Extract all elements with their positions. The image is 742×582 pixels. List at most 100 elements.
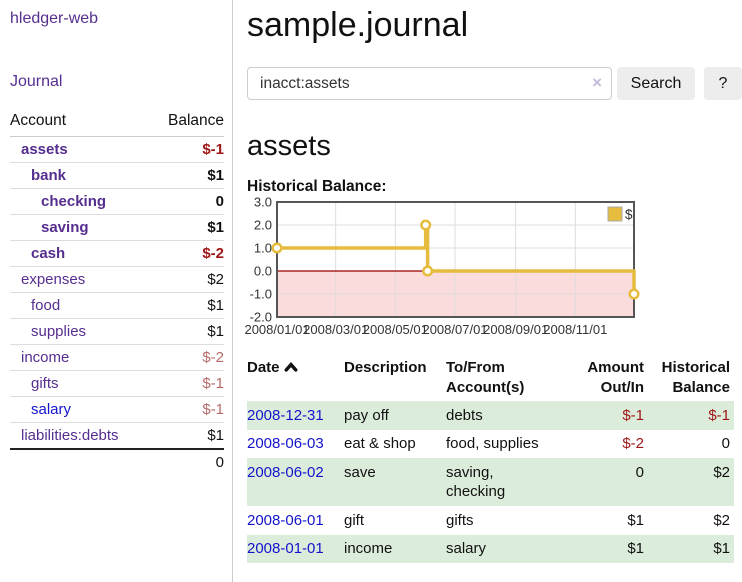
transaction-amount: 0 [635,463,644,481]
account-link[interactable]: income [21,349,70,366]
register-row: 2008-12-31 pay off debts $-1 $-1 [247,401,734,430]
svg-text:2008/09/01: 2008/09/01 [483,322,548,337]
account-row: gifts $-1 [10,370,224,397]
account-row: cash $-2 [10,240,224,267]
transaction-accounts: saving, checking [446,463,506,501]
account-balance: $-1 [202,141,224,158]
transaction-description: eat & shop [344,435,416,452]
sort-ascending-icon [284,362,298,372]
svg-text:2008/07/01: 2008/07/01 [422,322,487,337]
register-row: 2008-06-02 save saving, checking 0 $2 [247,458,734,506]
accounts-total-value: 0 [151,448,224,475]
account-row: food $1 [10,292,224,319]
search-form: × Search ? [247,67,742,100]
account-row: liabilities:debts $1 [10,422,224,449]
transaction-amount: $-2 [622,435,644,452]
account-link[interactable]: saving [41,219,89,236]
transaction-accounts: food, supplies [446,435,539,452]
svg-text:-1.0: -1.0 [250,287,272,302]
account-balance: $1 [151,422,224,449]
account-link[interactable]: assets [21,141,68,158]
account-row: assets $-1 [10,137,224,163]
sidebar: hledger-web Journal Account Balance asse… [0,0,233,582]
chart-label: Historical Balance: [247,178,387,195]
register-row: 2008-06-03 eat & shop food, supplies $-2 0 [247,430,734,459]
register-column-balance: Historical Balance [661,359,730,396]
transaction-balance: 0 [721,435,730,452]
transaction-date-link[interactable]: 2008-12-31 [247,406,324,424]
svg-text:2.0: 2.0 [254,218,272,233]
svg-text:1.0: 1.0 [254,241,272,256]
account-row: checking 0 [10,188,224,215]
transaction-description: income [344,540,393,557]
accounts-table: Account Balance assets $-1 bank $1 checking 0… [10,109,224,475]
svg-text:$: $ [625,207,633,222]
account-row: bank $1 [10,162,224,189]
accounts-column-balance: Balance [151,109,224,137]
svg-text:2008/01/01: 2008/01/01 [244,322,309,337]
search-input[interactable] [247,67,612,100]
register-row: 2008-01-01 income salary $1 $1 [247,534,734,563]
account-row: saving $1 [10,214,224,241]
account-link[interactable]: supplies [31,323,87,340]
account-row: income $-2 [10,344,224,371]
clear-search-icon[interactable]: × [592,73,602,92]
account-balance: $1 [151,292,224,319]
account-heading: assets [247,130,331,162]
main-content: sample.journal × Search ? assets Histori… [244,0,742,563]
register-column-amount: Amount Out/In [587,359,644,396]
transaction-balance: $2 [713,463,730,481]
account-balance: $-2 [151,344,224,371]
account-balance: $-1 [151,396,224,423]
register-column-accounts: To/From Account(s) [446,359,525,396]
page-title: sample.journal [247,6,469,44]
account-balance: $1 [151,162,224,189]
register-table: Date Description To/From Account(s) Amou… [247,356,734,563]
transaction-date-link[interactable]: 2008-06-03 [247,435,324,452]
transaction-amount: $1 [627,540,644,557]
account-link[interactable]: food [31,297,61,314]
svg-text:3.0: 3.0 [254,195,272,210]
chart-canvas: 3.0 2.0 1.0 0.0 -1.0 -2.02008/01/012008/03/01… [244,195,640,337]
transaction-amount: $-1 [622,406,644,424]
app-brand-link[interactable]: hledger-web [10,10,99,27]
transaction-balance: $1 [713,540,730,557]
transaction-description: save [344,463,376,481]
account-balance: $-1 [151,370,224,397]
transaction-description: gift [344,511,365,529]
account-balance: $1 [151,214,224,241]
transaction-date-link[interactable]: 2008-06-01 [247,511,324,529]
account-balance: $-2 [151,240,224,267]
accounts-table-body: assets $-1 bank $1 checking 0 saving $1 cash $-2 e… [10,137,224,449]
account-row: salary $-1 [10,396,224,423]
account-link[interactable]: liabilities:debts [21,427,119,444]
accounts-column-account: Account [10,109,152,137]
account-link[interactable]: bank [31,167,67,184]
transaction-balance: $-1 [708,406,730,424]
account-link[interactable]: gifts [31,375,59,392]
register-column-date[interactable]: Date [247,356,344,401]
account-link[interactable]: checking [41,193,107,210]
transaction-date-link[interactable]: 2008-06-02 [247,463,324,481]
transaction-description: pay off [344,406,389,424]
account-balance: 0 [151,188,224,215]
account-link[interactable]: expenses [21,271,86,288]
svg-text:2008/05/01: 2008/05/01 [363,322,428,337]
register-row: 2008-06-01 gift gifts $1 $2 [247,506,734,535]
sidebar-item-journal[interactable]: Journal [10,73,63,90]
transaction-balance: $2 [713,511,730,529]
account-balance: $2 [151,266,224,293]
account-row: expenses $2 [10,266,224,293]
register-table-body: 2008-12-31 pay off debts $-1 $-1 2008-06-03 ea… [247,401,734,563]
historical-balance-chart: 3.0 2.0 1.0 0.0 -1.0 -2.0 2008/01/01 2008/03/01… [244,195,742,343]
account-link[interactable]: salary [31,401,72,418]
transaction-amount: $1 [627,511,644,529]
account-balance: $1 [151,318,224,345]
svg-text:-2.0: -2.0 [250,310,272,325]
transaction-accounts: debts [446,406,483,424]
search-button[interactable]: Search [617,67,695,100]
transaction-date-link[interactable]: 2008-01-01 [247,540,324,557]
account-link[interactable]: cash [31,245,66,262]
svg-text:0.0: 0.0 [254,264,272,279]
help-button[interactable]: ? [704,67,742,100]
